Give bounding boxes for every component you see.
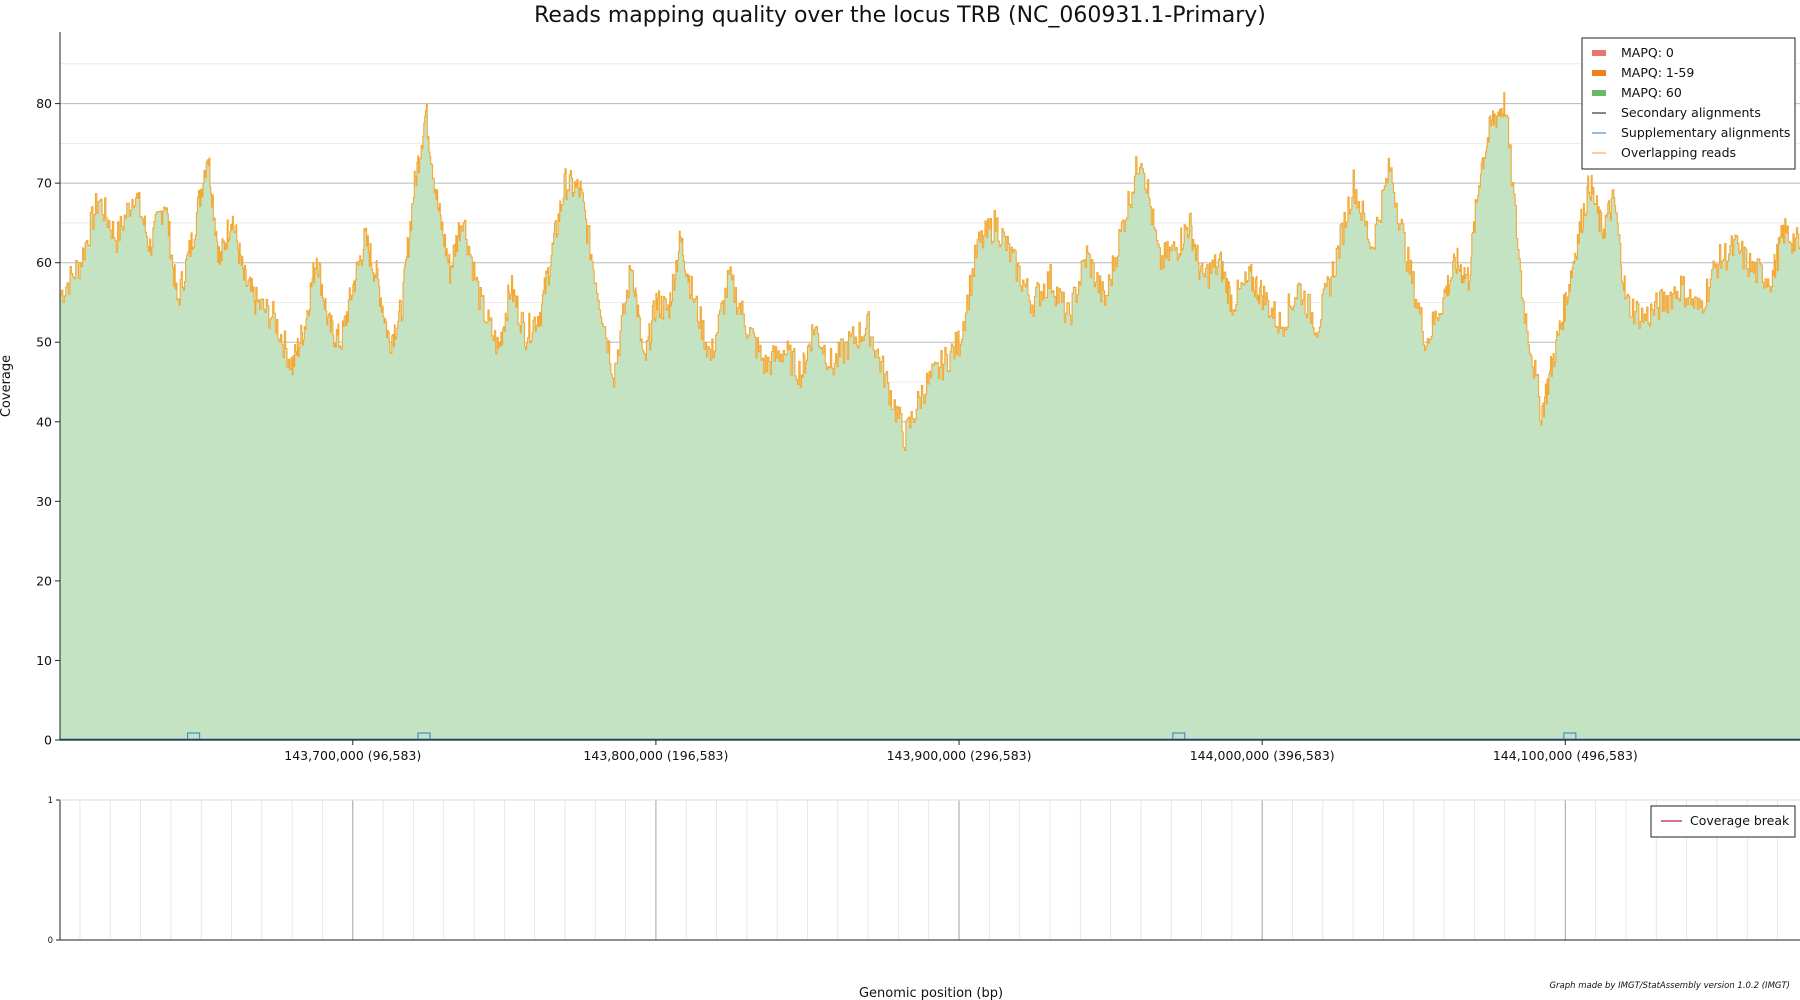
y-tick-label: 30	[36, 494, 52, 509]
legend-label: MAPQ: 60	[1621, 85, 1682, 100]
legend-label: Supplementary alignments	[1621, 125, 1790, 140]
bottom-y-ticks: 01	[48, 796, 60, 946]
legend-swatch	[1592, 90, 1606, 96]
coverage-break-legend: Coverage break	[1650, 805, 1796, 838]
legend: MAPQ: 0 MAPQ: 1-59 MAPQ: 60 Secondary align…	[1581, 37, 1796, 170]
legend-label: MAPQ: 1-59	[1621, 65, 1694, 80]
top-axes	[59, 32, 1800, 741]
bottom-y-tick-label: 0	[48, 936, 53, 946]
legend-label: Overlapping reads	[1621, 145, 1736, 160]
y-tick-label: 20	[36, 573, 52, 588]
legend-label: MAPQ: 0	[1621, 45, 1674, 60]
bottom-axes	[59, 799, 1800, 941]
legend-swatch	[1592, 70, 1606, 76]
overlapping-reads-line	[60, 92, 1800, 451]
x-tick-label: 143,800,000 (196,583)	[583, 748, 728, 763]
top-y-ticks: 0 10 20 30 40 50 60 70 80	[36, 96, 60, 748]
legend-label: Secondary alignments	[1621, 105, 1761, 120]
y-tick-label: 50	[36, 335, 52, 350]
y-tick-label: 80	[36, 96, 52, 111]
x-axis-label: Genomic position (bp)	[859, 986, 1003, 1000]
y-axis-label: Coverage	[0, 355, 14, 417]
coverage-area-fill	[60, 92, 1800, 740]
coverage-area	[60, 92, 1800, 740]
bottom-y-tick-label: 1	[48, 796, 53, 806]
bottom-grid	[79, 800, 1778, 940]
y-tick-label: 60	[36, 255, 52, 270]
x-tick-label: 144,000,000 (396,583)	[1190, 748, 1335, 763]
chart-title: Reads mapping quality over the locus TRB…	[534, 3, 1266, 28]
legend-swatch	[1592, 50, 1606, 56]
legend-box	[1581, 37, 1796, 170]
coverage-break-legend-label: Coverage break	[1690, 813, 1790, 828]
top-x-ticks: 143,700,000 (96,583) 143,800,000 (196,583…	[284, 740, 1638, 763]
credit-text: Graph made by IMGT/StatAssembly version …	[1549, 981, 1790, 991]
y-tick-label: 40	[36, 414, 52, 429]
x-tick-label: 143,700,000 (96,583)	[284, 748, 421, 763]
y-tick-label: 70	[36, 176, 52, 191]
y-tick-label: 0	[44, 733, 52, 748]
x-tick-label: 144,100,000 (496,583)	[1493, 748, 1638, 763]
x-tick-label: 143,900,000 (296,583)	[887, 748, 1032, 763]
y-tick-label: 10	[36, 653, 52, 668]
